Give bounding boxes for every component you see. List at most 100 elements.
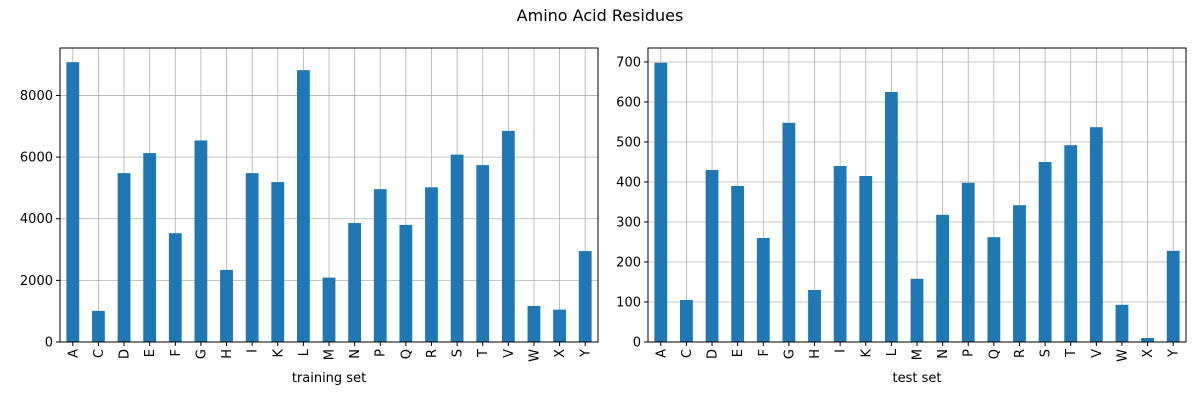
bar-Y bbox=[578, 251, 592, 342]
x-tick-label: Y bbox=[579, 349, 594, 358]
bar-L bbox=[884, 92, 898, 342]
bar-T bbox=[476, 165, 490, 342]
x-tick-label: R bbox=[425, 349, 440, 358]
y-tick-label: 4000 bbox=[20, 212, 53, 227]
bar-Q bbox=[399, 224, 413, 342]
x-tick-label: M bbox=[323, 349, 338, 360]
x-tick-label: A bbox=[654, 349, 669, 358]
bar-G bbox=[782, 122, 796, 342]
x-tick-label: W bbox=[1115, 349, 1130, 362]
y-tick-label: 100 bbox=[616, 296, 641, 311]
bar-P bbox=[373, 189, 387, 342]
x-tick-label: V bbox=[502, 349, 517, 358]
x-tick-label: D bbox=[118, 349, 133, 359]
bar-N bbox=[348, 223, 362, 342]
bar-M bbox=[322, 277, 336, 342]
x-axis-label: test set bbox=[893, 371, 942, 386]
x-tick-label: A bbox=[66, 349, 81, 358]
x-tick-label: F bbox=[169, 349, 184, 356]
x-tick-label: T bbox=[476, 349, 491, 358]
x-tick-label: L bbox=[885, 348, 900, 356]
bar-C bbox=[92, 310, 105, 342]
x-tick-label: L bbox=[297, 348, 312, 356]
x-tick-label: T bbox=[1064, 349, 1079, 358]
bar-S bbox=[1038, 162, 1052, 342]
bar-T bbox=[1064, 145, 1078, 342]
bar-I bbox=[245, 173, 259, 342]
bar-E bbox=[143, 153, 157, 342]
x-tick-label: E bbox=[731, 349, 746, 357]
bar-K bbox=[859, 176, 873, 342]
x-tick-label: P bbox=[374, 349, 389, 357]
x-tick-label: E bbox=[143, 349, 158, 357]
x-tick-label: Y bbox=[1167, 349, 1182, 358]
bar-V bbox=[501, 130, 515, 342]
x-tick-label: I bbox=[246, 349, 261, 353]
chart-training-set: 0 2000 4000 6000 8000 A C D E F G H I K L M N P Q R S T V W X Ytr… bbox=[20, 47, 599, 386]
x-tick-label: S bbox=[451, 349, 466, 357]
x-tick-label: S bbox=[1039, 349, 1054, 357]
bar-W bbox=[527, 305, 541, 342]
bar-R bbox=[425, 187, 438, 342]
bar-X bbox=[553, 309, 566, 342]
bar-E bbox=[731, 186, 745, 342]
figure-title: Amino Acid Residues bbox=[516, 6, 684, 25]
y-tick-label: 600 bbox=[616, 96, 641, 111]
bar-L bbox=[296, 70, 310, 342]
bar-H bbox=[808, 290, 821, 342]
y-tick-label: 200 bbox=[616, 256, 641, 271]
bar-P bbox=[961, 182, 975, 342]
bar-V bbox=[1089, 127, 1103, 342]
x-tick-label: C bbox=[680, 349, 695, 358]
bar-X bbox=[1141, 338, 1154, 342]
y-tick-label: 2000 bbox=[20, 274, 53, 289]
x-tick-label: K bbox=[859, 349, 874, 358]
y-tick-label: 8000 bbox=[20, 89, 53, 104]
x-tick-label: C bbox=[92, 349, 107, 358]
bar-A bbox=[66, 62, 80, 343]
bar-D bbox=[705, 170, 719, 342]
x-tick-label: Q bbox=[987, 349, 1002, 359]
bar-G bbox=[194, 140, 208, 342]
y-tick-label: 300 bbox=[616, 216, 641, 231]
bar-N bbox=[936, 214, 950, 342]
bar-A bbox=[654, 62, 668, 343]
x-tick-label: N bbox=[936, 349, 951, 359]
bar-K bbox=[271, 182, 285, 342]
x-tick-label: D bbox=[706, 349, 721, 359]
x-tick-label: P bbox=[962, 349, 977, 357]
y-tick-label: 0 bbox=[45, 336, 53, 351]
x-tick-label: V bbox=[1090, 349, 1105, 358]
x-tick-label: M bbox=[911, 349, 926, 360]
bar-F bbox=[756, 238, 770, 342]
x-tick-label: X bbox=[1141, 349, 1156, 358]
x-tick-label: H bbox=[220, 349, 235, 359]
x-axis-label: training set bbox=[292, 371, 366, 386]
y-tick-label: 6000 bbox=[20, 151, 53, 166]
x-tick-label: N bbox=[348, 349, 363, 359]
x-tick-label: F bbox=[757, 349, 772, 356]
bar-D bbox=[117, 173, 131, 342]
x-tick-label: K bbox=[271, 349, 286, 358]
bar-F bbox=[168, 233, 182, 342]
bar-H bbox=[220, 269, 233, 342]
bar-M bbox=[910, 278, 924, 342]
y-tick-label: 500 bbox=[616, 136, 641, 151]
y-tick-label: 400 bbox=[616, 176, 641, 191]
x-tick-label: G bbox=[782, 349, 797, 359]
x-tick-label: Q bbox=[399, 349, 414, 359]
bar-W bbox=[1115, 304, 1129, 342]
x-tick-label: G bbox=[194, 349, 209, 359]
x-tick-label: X bbox=[553, 349, 568, 358]
y-tick-label: 700 bbox=[616, 56, 641, 71]
bar-C bbox=[680, 300, 693, 342]
chart-test-set: 0 100 200 300 400 500 600 700 A C D E F G H I K L M N P Q R S T V… bbox=[616, 47, 1187, 386]
bar-S bbox=[450, 154, 464, 342]
bar-I bbox=[833, 166, 847, 342]
x-tick-label: H bbox=[808, 349, 823, 359]
bar-Y bbox=[1166, 250, 1180, 342]
y-tick-label: 0 bbox=[633, 336, 641, 351]
x-tick-label: W bbox=[527, 349, 542, 362]
x-tick-label: R bbox=[1013, 349, 1028, 358]
